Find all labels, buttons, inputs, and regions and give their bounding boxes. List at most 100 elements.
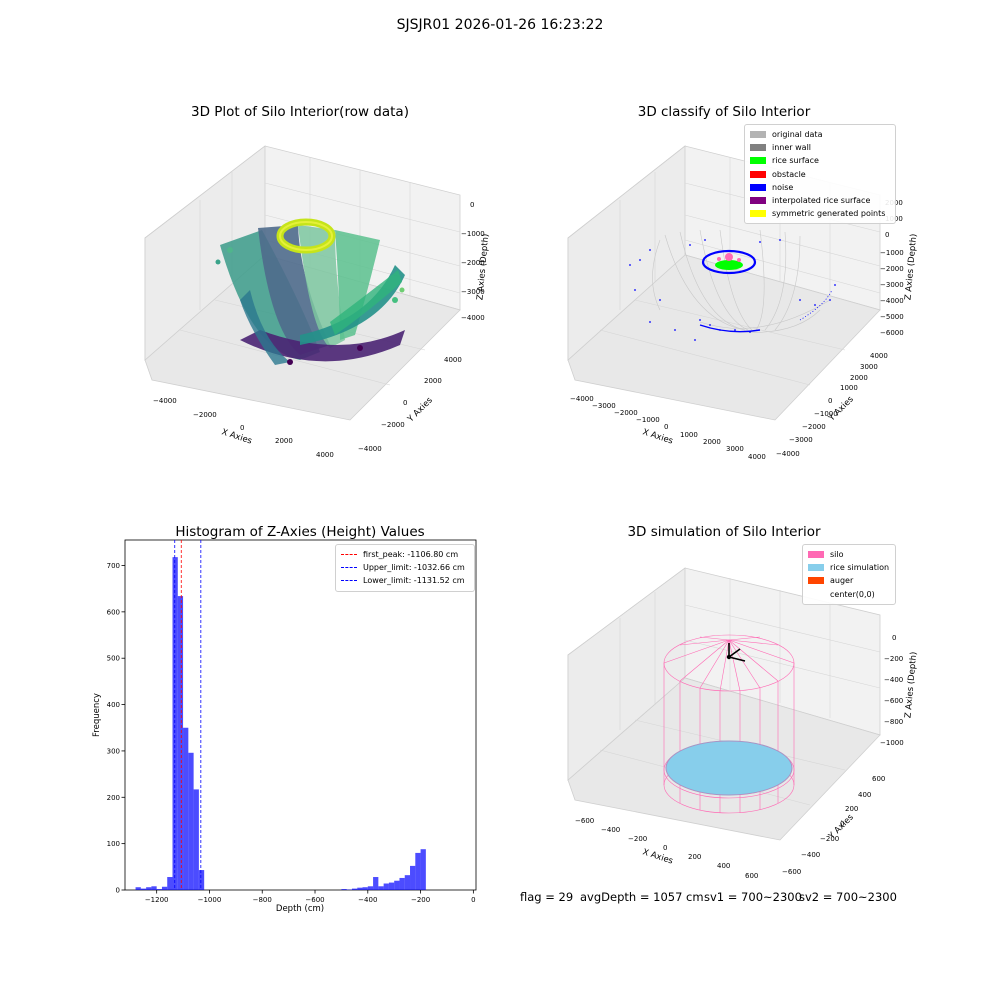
legend-label: interpolated rice surface <box>772 196 871 206</box>
histogram-xtick-label: −1200 <box>145 896 169 904</box>
legend-label: silo <box>830 550 844 560</box>
legend-label: auger <box>830 576 854 586</box>
classify-xtick: 3000 <box>726 445 744 453</box>
simulation-xtick: −600 <box>575 817 595 825</box>
histogram-bar <box>161 886 168 890</box>
classify-xtick: −3000 <box>592 402 616 410</box>
classify-legend: original data inner wall rice surface ob… <box>744 124 896 225</box>
legend-swatch <box>750 144 766 152</box>
histogram-bar <box>399 877 405 890</box>
raw-xtick: 4000 <box>316 451 334 459</box>
simulation-ytick: −400 <box>801 851 821 859</box>
legend-item-silo: silo <box>808 548 890 561</box>
legend-item-symmetric: symmetric generated points <box>750 207 890 220</box>
raw-ytick: 2000 <box>424 377 442 385</box>
classify-ztick: 0 <box>885 231 890 239</box>
legend-line <box>341 554 357 556</box>
histogram-bar <box>193 789 199 890</box>
simulation-ztick: −800 <box>884 718 904 726</box>
histogram-bar <box>404 875 411 890</box>
simulation-ytick: 600 <box>872 775 886 783</box>
histogram-bar <box>172 557 178 890</box>
raw-ytick: 4000 <box>444 356 462 364</box>
simulation-ytick: 200 <box>845 805 859 813</box>
histogram-bar <box>177 596 184 890</box>
legend-label: center(0,0) <box>830 589 875 599</box>
histogram-bar <box>351 888 358 890</box>
legend-item-inner-wall: inner wall <box>750 141 890 154</box>
histogram-bar <box>198 870 205 890</box>
histogram-bar <box>362 887 368 890</box>
classify-xtick: −4000 <box>570 395 594 403</box>
classify-panel-title: 3D classify of Silo Interior <box>637 104 811 120</box>
histogram-bar <box>151 886 157 890</box>
raw-side-pane <box>144 145 266 361</box>
histogram-vlines <box>174 540 202 890</box>
legend-item-lower-limit: Lower_limit: -1131.52 cm <box>341 574 469 587</box>
histogram-legend: first_peak: -1106.80 cm Upper_limit: -10… <box>335 544 475 592</box>
footer-sv1: sv1 = 700~2300 <box>704 890 802 904</box>
raw-ytick: −2000 <box>381 421 405 429</box>
histogram-xtick-label: −600 <box>305 896 324 904</box>
classify-ytick: 0 <box>828 397 833 405</box>
legend-label: rice surface <box>772 156 819 166</box>
raw-ztick: −3000 <box>461 288 485 296</box>
raw-xtick: 2000 <box>275 437 293 445</box>
simulation-xtick: 0 <box>663 844 668 852</box>
simulation-legend: silo rice simulation auger center(0,0) <box>802 544 896 605</box>
legend-swatch <box>808 577 824 585</box>
histogram-bar <box>156 889 162 890</box>
histogram-ytick-label: 200 <box>107 794 120 802</box>
simulation-xtick: 200 <box>688 853 702 861</box>
classify-xtick: 2000 <box>703 438 721 446</box>
classify-xtick: 1000 <box>680 431 698 439</box>
classify-ytick: 3000 <box>860 363 878 371</box>
histogram-xtick-label: −1000 <box>198 896 222 904</box>
legend-swatch <box>750 131 766 139</box>
histogram-bar <box>415 852 421 890</box>
histogram-bar <box>357 887 363 890</box>
legend-swatch <box>750 157 766 165</box>
histogram-xtick-label: −800 <box>253 896 272 904</box>
simulation-panel-title: 3D simulation of Silo Interior <box>627 524 821 540</box>
histogram-xtick-label: −400 <box>358 896 377 904</box>
footer-sv2: sv2 = 700~2300 <box>799 890 897 904</box>
legend-swatch <box>808 551 824 559</box>
legend-line <box>341 580 357 582</box>
histogram-bar <box>188 752 194 890</box>
legend-swatch <box>750 210 766 218</box>
histogram-bars <box>135 557 426 890</box>
raw-xtick: 0 <box>240 424 245 432</box>
histogram-ytick-label: 600 <box>107 608 120 616</box>
raw-panel-title: 3D Plot of Silo Interior(row data) <box>191 104 409 120</box>
legend-swatch <box>750 170 766 178</box>
classify-ztick: −2000 <box>880 265 904 273</box>
legend-label: rice simulation <box>830 563 890 573</box>
classify-ytick: −2000 <box>802 423 826 431</box>
raw-xtick: −4000 <box>153 397 177 405</box>
histogram-bar <box>135 887 141 890</box>
legend-label: noise <box>772 182 794 192</box>
classify-ytick: −4000 <box>776 450 800 458</box>
histogram-bar <box>183 727 189 890</box>
raw-ztick: −1000 <box>461 230 485 238</box>
legend-swatch <box>750 197 766 205</box>
legend-item-obstacle: obstacle <box>750 168 890 181</box>
simulation-xtick: 600 <box>745 872 759 880</box>
classify-xtick: −1000 <box>636 416 660 424</box>
classify-ztick: −6000 <box>880 329 904 337</box>
classify-xtick: 4000 <box>748 453 766 461</box>
silo-wireframe <box>663 634 795 814</box>
classify-xtick: 0 <box>664 423 669 431</box>
raw-ztick: −2000 <box>461 259 485 267</box>
legend-item-original-data: original data <box>750 128 890 141</box>
simulation-ztick: −600 <box>884 697 904 705</box>
histogram-ytick-label: 700 <box>107 562 120 570</box>
histogram-bar <box>410 865 416 890</box>
simulation-side-pane <box>567 567 686 781</box>
legend-label: Upper_limit: -1032.66 cm <box>363 563 465 573</box>
raw-xtick: −2000 <box>193 411 217 419</box>
simulation-xtick: −200 <box>628 835 648 843</box>
legend-label: original data <box>772 130 823 140</box>
